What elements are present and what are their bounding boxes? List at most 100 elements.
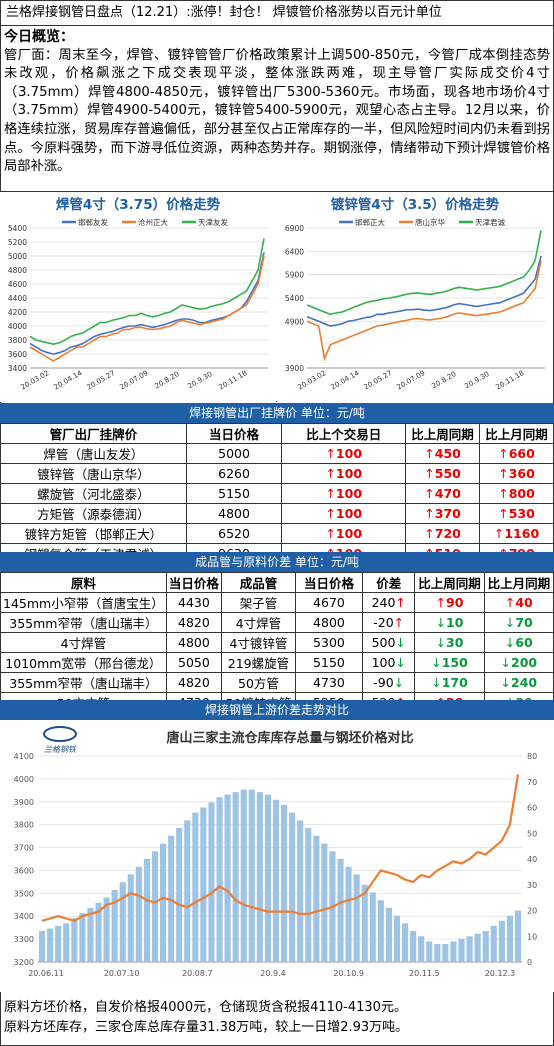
y2-tick-label: 40 [527,855,537,864]
table-row: 355mm窄带（唐山瑞丰） 4820 50方管 4730 -90↓ ↓170 ↓240 [0,672,554,693]
y-tick-label: 3800 [14,821,34,830]
overview-heading: 今日概览： [4,29,74,45]
stock-bar [119,882,126,962]
table-row: 355mm窄带（唐山瑞丰） 4820 4寸焊管 4800 -20↑ ↓10 ↓70 [0,612,554,633]
change-value: 720 [434,526,461,541]
stock-bar [426,941,433,962]
arrow-up-icon: ↑ [424,486,435,501]
spread-table: 原料 当日价格 成品管 当日价格 价差 比上周同期 比上月同期 145mm小窄带（首唐宝生）… [0,572,554,713]
stock-bar [402,923,409,962]
change-value: 450 [434,446,461,461]
stock-bar [514,910,521,962]
overview-text: 管厂面：周末至今，焊管、镀锌管管厂价格政策累计上调500-850元，今管厂成本倒… [4,47,550,175]
y-tick-label: 4400 [8,294,27,303]
stock-bar [385,907,392,962]
spread-cell: 500↓ [362,632,416,653]
spread-table-header: 原料 当日价格 成品管 当日价格 价差 比上周同期 比上月同期 [0,572,554,593]
y-tick-label: 3700 [14,844,34,853]
stock-bar [264,794,271,962]
stock-bar [151,851,158,962]
legend-label: 邯郸友发 [78,217,108,227]
langer-logo: 兰格钢铁 [43,726,77,754]
stock-bar [63,923,70,962]
arrow-down-icon: ↓ [395,635,406,650]
arrow-up-icon: ↑ [424,466,435,481]
table-row: 4寸焊管 4800 4寸镀锌管 5300 500↓ ↓30 ↓60 [0,632,554,653]
stock-bar [369,892,376,962]
y-tick-label: 3900 [285,364,304,373]
stock-bar [458,938,465,962]
change-value: 40 [515,595,533,610]
stock-bar [79,913,86,962]
billet-price-line [41,774,520,922]
change-value: 1160 [504,526,540,541]
footer-billet-price: 原料方坯价格，自发价格报4000元，仓储现货含税报4110-4130元。 [4,1000,407,1015]
stock-bar [377,900,384,962]
price-cell: 5000 [185,443,283,464]
series-line-2 [306,230,542,316]
arrow-down-icon: ↓ [395,655,406,670]
raw-price: 4800 [165,632,223,653]
overview-section: 今日概览： 管厂面：周末至今，焊管、镀锌管管厂价格政策累计上调500-850元，… [0,26,554,192]
column-header: 当日价格 [185,423,283,444]
column-header: 原料 [0,572,167,593]
change-value: 100 [335,486,363,501]
price-cell: 6520 [185,523,283,544]
y2-tick-label: 80 [527,752,537,761]
stock-bar [297,820,304,962]
y-tick-label: 3900 [14,798,34,807]
stock-bar [216,797,223,962]
stock-bar [305,828,312,962]
stock-bar [498,920,505,962]
stock-bar [490,925,497,962]
y2-tick-label: 10 [527,932,537,941]
stock-bar [232,792,239,962]
arrow-down-icon: ↓ [504,615,516,630]
arrow-up-icon: ↑ [395,595,406,610]
change-value: 70 [515,615,533,630]
column-header: 管厂出厂挂牌价 [0,423,187,444]
raw-price: 4820 [165,672,223,693]
y-tick-label: 6400 [285,247,304,256]
stock-bar [168,835,175,962]
factory-price-band: 焊接钢管出厂挂牌价 单位：元/吨 [0,403,554,423]
y-tick-label: 3200 [14,958,34,967]
stock-bar [135,866,142,962]
y-tick-label: 3400 [8,364,27,373]
change-value: 100 [335,506,363,521]
stock-billet-chart-svg: 兰格钢铁 唐山三家主流仓库库存总量与钢坯价格对比 3200 3300 3400 3500 3… [0,720,554,992]
welded-pipe-chart: 焊管4寸（3.75）价格走势 3400 3600 3800 4000 4200 4400 46… [0,192,276,402]
table-row: 方矩管（源泰德润） 4800 ↑100 ↑370 ↑530 [0,503,554,524]
table-row: 螺旋管（河北盛泰） 5150 ↑100 ↑470 ↑800 [0,483,554,504]
change-value: 100 [335,446,363,461]
product-name: 螺旋管（河北盛泰） [0,483,187,504]
x-tick-label: 20.11.5 [409,969,440,978]
stock-bar [289,812,296,962]
spread-cell: -90↓ [362,672,416,693]
raw-material: 1010mm宽带（邢台德龙） [0,652,167,673]
change-value: 470 [434,486,461,501]
change-value: 100 [335,526,363,541]
stock-bar [240,789,247,962]
spread-cell: 100↓ [362,652,416,673]
change-value: 530 [508,506,535,521]
change-value: 60 [515,635,533,650]
column-header: 当日价格 [294,572,364,593]
stock-bar [192,812,199,962]
change-value: 100 [335,466,363,481]
change-value: 200 [511,655,538,670]
raw-material: 4寸焊管 [0,632,167,653]
footer-billet-stock: 原料方坯库存，三家仓库总库存量31.38万吨，较上一日增2.93万吨。 [4,1020,409,1035]
column-header: 比上个交易日 [281,423,407,444]
raw-material: 355mm窄带（唐山瑞丰） [0,672,167,693]
stock-bar [321,843,328,962]
column-header: 比上周同期 [414,572,485,593]
stock-bar [506,915,513,962]
svg-text:兰格钢铁: 兰格钢铁 [44,745,77,754]
column-header: 成品管 [221,572,296,593]
arrow-up-icon: ↑ [424,446,435,461]
y-tick-label: 3500 [14,889,34,898]
factory-price-table: 管厂出厂挂牌价 当日价格 比上个交易日 比上周同期 比上月同期 焊管（唐山友发） 5000… [0,423,554,564]
stock-billet-chart: 兰格钢铁 唐山三家主流仓库库存总量与钢坯价格对比 3200 3300 3400 3500 3… [0,720,554,992]
arrow-up-icon: ↑ [498,486,509,501]
